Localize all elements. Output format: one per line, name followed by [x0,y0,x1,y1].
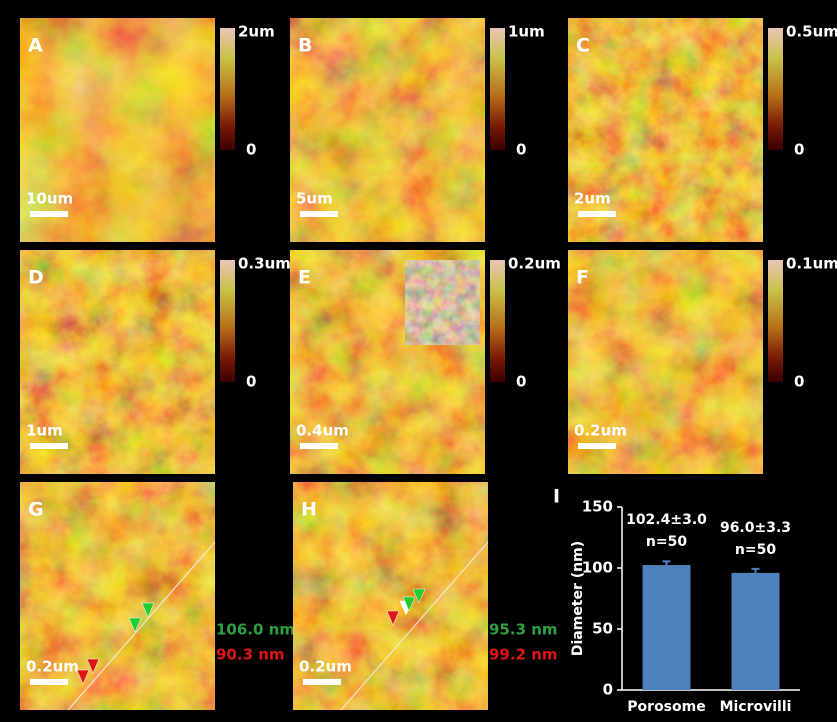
scale-bar-label: 5um [296,190,333,208]
y-tick-label: 50 [592,620,613,638]
scale-bar-label: 1um [26,422,63,440]
measurement: 99.2 nm [489,646,558,664]
afm-image [20,482,215,710]
scale-bar-label: 0.2um [574,422,627,440]
error-bar [663,561,671,565]
panel-label: H [301,499,317,521]
colorbar-min: 0 [246,373,256,391]
y-tick-label: 150 [582,498,613,516]
colorbar [490,28,505,150]
panel-label: E [298,267,311,289]
value-label: 96.0±3.3 [720,520,791,536]
scale-bar-label: 10um [26,190,73,208]
colorbar-min: 0 [516,373,526,391]
scale-bar-label: 0.4um [296,422,349,440]
panel-label: F [576,267,589,289]
colorbar [768,260,783,382]
colorbar [220,260,235,382]
colorbar-max: 0.1um [786,255,837,273]
colorbar-max: 0.2um [508,255,561,273]
panel-label: G [28,499,44,521]
panel-label: B [298,35,312,57]
panel-label: D [28,267,44,289]
colorbar [490,260,505,382]
error-bar [752,569,760,573]
colorbar-min: 0 [794,373,804,391]
panel-label: C [576,35,590,57]
x-tick-label: Microvilli [720,699,792,715]
n-label: n=50 [735,542,776,558]
bar [643,565,691,690]
scale-bar-label: 0.2um [299,658,352,676]
colorbar-max: 1um [508,23,545,41]
colorbar-max: 2um [238,23,275,41]
measurement: 90.3 nm [216,646,285,664]
afm-image [20,250,215,474]
colorbar-max: 0.5um [786,23,837,41]
y-tick-label: 0 [603,681,613,699]
colorbar-min: 0 [516,141,526,159]
colorbar-min: 0 [794,141,804,159]
afm-image [568,250,763,474]
bar [732,573,780,690]
afm-image [20,18,215,242]
panel-label: I [553,486,560,508]
afm-image [568,18,763,242]
n-label: n=50 [646,534,687,550]
colorbar-max: 0.3um [238,255,291,273]
measurement: 95.3 nm [489,621,558,639]
afm-image [290,18,485,242]
inset-image [405,260,480,345]
colorbar [220,28,235,150]
figure: A 10um 2um 0 B 5um 1um 0 C 2um 0.5um 0 D 1um 0.3um 0 E 0.… [0,0,837,722]
panel-label: A [28,35,43,57]
value-label: 102.4±3.0 [626,512,707,528]
scale-bar-label: 0.2um [26,658,79,676]
y-tick-label: 100 [582,559,613,577]
colorbar-min: 0 [246,141,256,159]
scale-bar-label: 2um [574,190,611,208]
afm-image [293,482,488,710]
colorbar [768,28,783,150]
x-tick-label: Porosome [627,699,705,715]
measurement: 106.0 nm [216,621,295,639]
